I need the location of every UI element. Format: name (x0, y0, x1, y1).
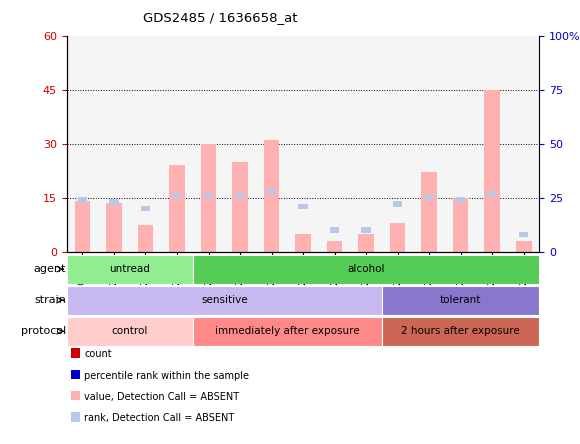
Bar (382, 317, 539, 346)
Text: alcohol: alcohol (347, 264, 385, 274)
Bar (390, 223, 405, 252)
Text: immediately after exposure: immediately after exposure (215, 326, 360, 336)
Bar (201, 144, 216, 252)
Text: tolerant: tolerant (440, 295, 481, 305)
Bar (425, 195, 434, 200)
Bar (204, 193, 213, 198)
Bar (421, 172, 437, 252)
Bar (232, 162, 248, 252)
Text: untread: untread (109, 264, 150, 274)
Bar (264, 140, 280, 252)
Bar (75, 201, 90, 252)
Text: sensitive: sensitive (201, 295, 248, 305)
Bar (516, 241, 531, 252)
Bar (393, 202, 403, 207)
Text: 2 hours after exposure: 2 hours after exposure (401, 326, 520, 336)
Bar (67, 317, 193, 346)
Bar (327, 241, 342, 252)
Bar (361, 227, 371, 233)
Bar (235, 193, 245, 198)
Text: agent: agent (34, 264, 66, 274)
Bar (453, 198, 469, 252)
Text: control: control (111, 326, 148, 336)
Text: rank, Detection Call = ABSENT: rank, Detection Call = ABSENT (84, 413, 234, 423)
Bar (484, 90, 500, 252)
Text: percentile rank within the sample: percentile rank within the sample (84, 371, 249, 381)
Text: GDS2485 / 1636658_at: GDS2485 / 1636658_at (143, 11, 298, 24)
Bar (330, 227, 339, 233)
Bar (193, 317, 382, 346)
Bar (172, 193, 182, 198)
Text: strain: strain (34, 295, 66, 305)
Bar (109, 199, 119, 205)
Text: value, Detection Call = ABSENT: value, Detection Call = ABSENT (84, 392, 239, 402)
Bar (298, 204, 308, 209)
Bar (456, 197, 465, 202)
Bar (519, 232, 528, 237)
Bar (358, 234, 374, 252)
Bar (295, 234, 311, 252)
Bar (141, 206, 150, 211)
Bar (106, 203, 122, 252)
Bar (137, 225, 153, 252)
Text: protocol: protocol (21, 326, 66, 336)
Bar (193, 254, 539, 284)
Bar (67, 285, 382, 315)
Bar (78, 197, 87, 202)
Bar (382, 285, 539, 315)
Bar (267, 189, 276, 194)
Text: count: count (84, 349, 112, 359)
Bar (67, 254, 193, 284)
Bar (169, 165, 185, 252)
Bar (487, 190, 497, 196)
